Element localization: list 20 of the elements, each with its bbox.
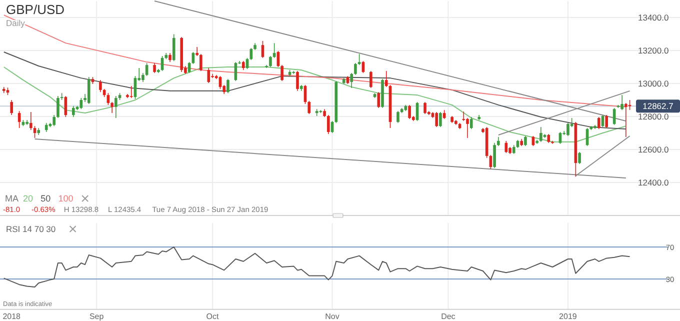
y-tick-label: 13400.0 (638, 12, 669, 22)
y-tick-label: 12600.0 (638, 144, 669, 154)
text: 100 (58, 194, 74, 204)
x-tick-label: 2019 (559, 312, 578, 321)
x-tick-label: Oct (206, 312, 220, 321)
text: 20 (23, 194, 34, 204)
chart-title: RSI 14 70 30 (6, 224, 56, 234)
text: 50 (40, 194, 51, 204)
y-tick-label: 13000.0 (638, 78, 669, 88)
legend-title: MA (5, 194, 18, 204)
x-tick-label: Dec (441, 312, 456, 321)
x-tick-label: Nov (325, 312, 340, 321)
y-tick-label: 12400.0 (638, 178, 669, 188)
chart-title: GBP/USD (6, 2, 65, 17)
text: Daily (6, 18, 26, 28)
y-tick-label: 12800.0 (638, 112, 669, 122)
x-tick-label: Sep (89, 312, 104, 321)
x-tick-label: 2018 (2, 312, 22, 321)
y-tick-label: 13200.0 (638, 46, 669, 56)
ref-line-label: 12862.7 (642, 101, 674, 112)
